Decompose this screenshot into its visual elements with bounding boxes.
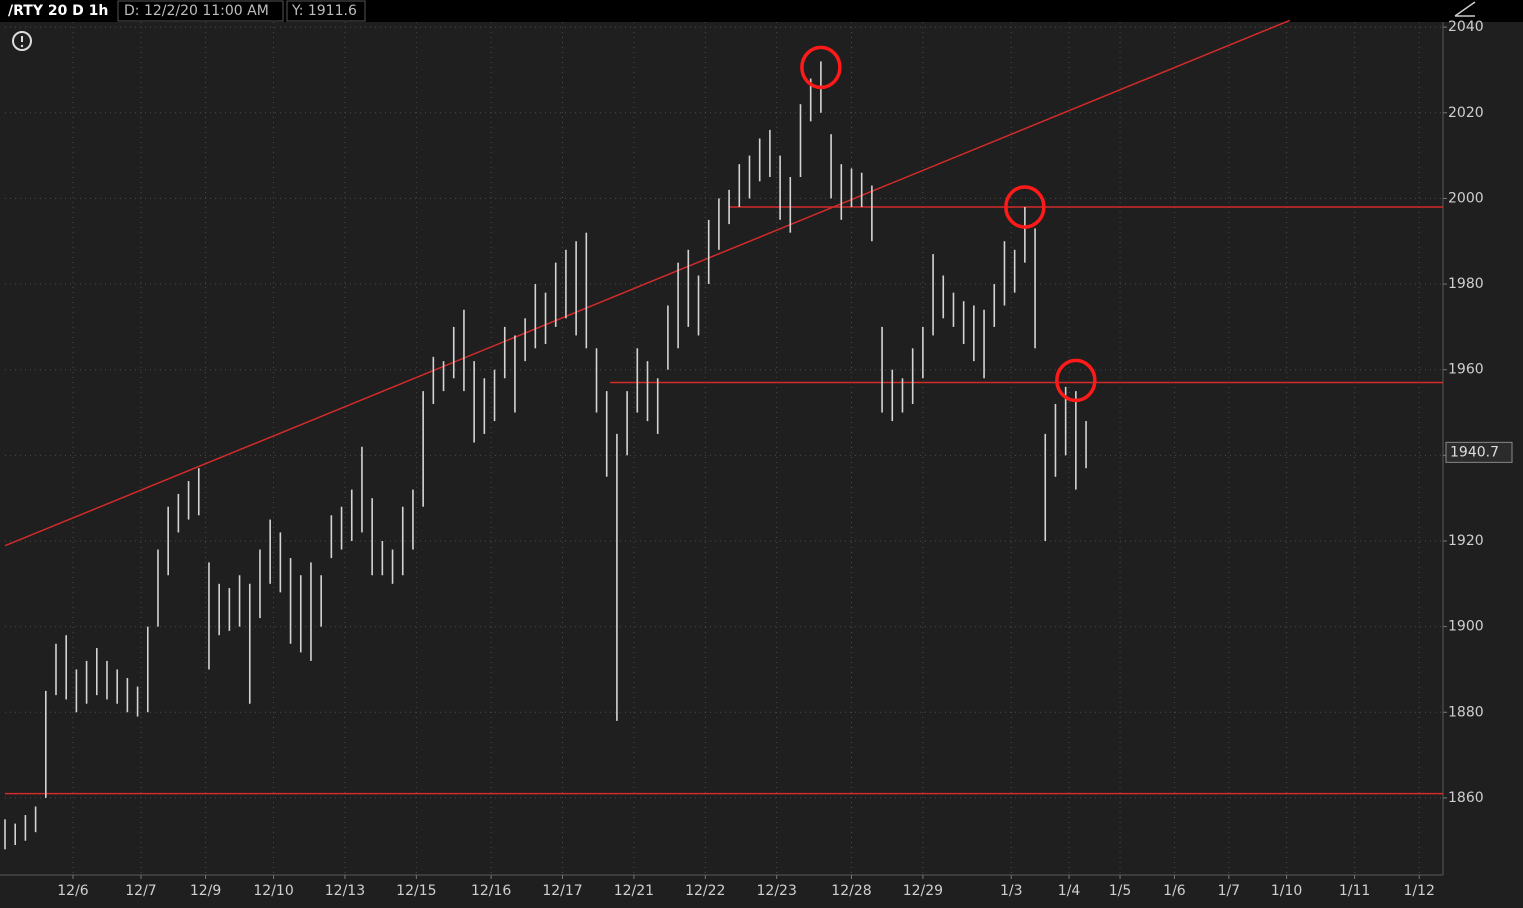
cursor-y: Y: 1911.6 bbox=[291, 3, 357, 19]
x-tick-label: 1/6 bbox=[1163, 883, 1186, 899]
y-box bbox=[286, 0, 366, 22]
x-tick-label: 12/9 bbox=[190, 883, 221, 899]
x-tick-label: 12/6 bbox=[57, 883, 89, 899]
drawing-tool-icon[interactable] bbox=[1454, 1, 1476, 17]
x-tick-label: 12/13 bbox=[325, 883, 365, 899]
x-tick-label: 12/28 bbox=[831, 883, 871, 899]
symbol: /RTY 20 D 1h bbox=[8, 3, 108, 19]
x-tick-label: 12/10 bbox=[253, 883, 293, 899]
y-tick-label: 1860 bbox=[1448, 790, 1484, 806]
y-tick-label: 2020 bbox=[1448, 105, 1484, 121]
y-tick-label: 1900 bbox=[1448, 619, 1484, 635]
trend-line bbox=[4, 19, 1291, 547]
x-tick-label: 1/5 bbox=[1109, 883, 1132, 899]
x-tick-label: 1/11 bbox=[1339, 883, 1370, 899]
y-tick-label: 1880 bbox=[1448, 704, 1484, 720]
x-tick-label: 12/16 bbox=[471, 883, 511, 899]
x-tick-label: 12/22 bbox=[685, 883, 725, 899]
y-tick-label: 2040 bbox=[1448, 19, 1484, 35]
x-tick-label: 12/29 bbox=[903, 883, 943, 899]
x-tick-label: 1/4 bbox=[1058, 883, 1081, 899]
cursor-date: D: 12/2/20 11:00 AM bbox=[124, 3, 269, 19]
x-tick-label: 12/7 bbox=[125, 883, 156, 899]
header-bar bbox=[0, 0, 1523, 22]
x-tick-label: 12/15 bbox=[396, 883, 436, 899]
alert-icon[interactable] bbox=[12, 31, 32, 51]
y-tick-label: 2000 bbox=[1448, 190, 1484, 206]
x-tick-label: 12/23 bbox=[757, 883, 797, 899]
x-tick-label: 1/12 bbox=[1403, 883, 1434, 899]
last-price-box bbox=[1445, 441, 1513, 463]
highlight-circle bbox=[800, 45, 842, 90]
y-tick-label: 1960 bbox=[1448, 362, 1484, 378]
highlight-circle bbox=[1055, 358, 1097, 403]
x-tick-label: 12/21 bbox=[614, 883, 654, 899]
y-tick-label: 1980 bbox=[1448, 276, 1484, 292]
y-tick-label: 1920 bbox=[1448, 533, 1484, 549]
x-tick-label: 12/17 bbox=[542, 883, 582, 899]
x-tick-label: 1/3 bbox=[1000, 883, 1023, 899]
x-tick-label: 1/10 bbox=[1271, 883, 1302, 899]
x-tick-label: 1/7 bbox=[1218, 883, 1241, 899]
alert-icon-dot bbox=[20, 44, 24, 48]
y-axis-panel bbox=[1443, 22, 1523, 908]
last-price-label: 1940.7 bbox=[1450, 444, 1499, 460]
highlight-circle bbox=[1004, 185, 1046, 229]
date-box bbox=[117, 0, 284, 22]
